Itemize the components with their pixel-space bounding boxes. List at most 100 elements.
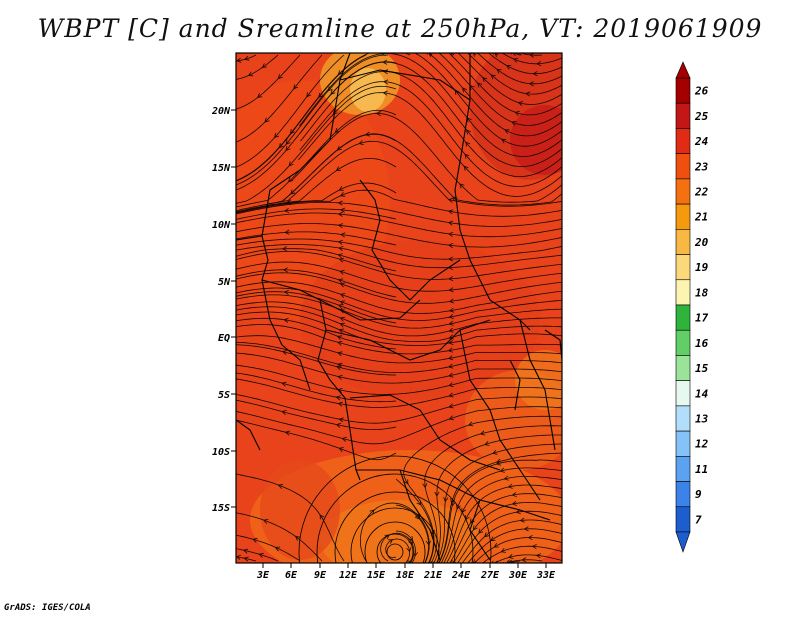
streamline-arrow <box>274 133 280 139</box>
streamline-arrow <box>484 441 490 446</box>
streamline <box>236 311 562 346</box>
streamline <box>433 434 562 563</box>
streamline-arrow <box>335 422 342 428</box>
streamline <box>519 53 543 56</box>
streamline <box>504 559 543 563</box>
streamline-arrow <box>529 53 535 58</box>
streamline <box>236 189 562 217</box>
streamline-arrow <box>337 351 343 357</box>
streamline-arrow <box>518 53 522 56</box>
streamline-arrow <box>506 65 512 70</box>
streamline-arrow <box>339 282 346 288</box>
map-title: WBPT [C] and Sreamline at 250hPa, VT: 20… <box>37 14 763 43</box>
lon-label: 27E <box>480 570 500 581</box>
colorbar-swatch <box>675 77 691 104</box>
streamline-arrow <box>341 436 347 442</box>
streamline-arrow <box>448 334 454 340</box>
streamline-arrow <box>376 111 382 117</box>
streamline-arrow <box>336 365 342 371</box>
streamline <box>236 317 397 350</box>
streamline <box>424 425 562 563</box>
streamline <box>236 157 397 213</box>
streamline-arrow <box>339 300 345 306</box>
colorbar-swatch <box>675 405 691 432</box>
colorbar-label: 9 <box>695 488 702 501</box>
lon-label: 6E <box>285 570 298 581</box>
streamline-arrow <box>337 362 343 368</box>
streamline <box>436 443 562 563</box>
streamline <box>236 54 301 110</box>
cyclone-rings <box>298 455 492 563</box>
streamline-arrow <box>338 447 344 452</box>
streamline-arrow <box>511 121 517 126</box>
streamline-arrow <box>288 177 294 183</box>
streamline-arrow <box>295 535 301 541</box>
lon-label: 12E <box>339 570 358 581</box>
streamline-arrow <box>450 501 456 507</box>
streamline <box>473 537 562 563</box>
streamline-arrow <box>447 220 454 226</box>
streamline <box>299 53 562 157</box>
credit-text: GrADS: IGES/COLA <box>4 603 91 613</box>
colorbar-label: 25 <box>694 110 709 123</box>
streamline <box>438 53 562 126</box>
streamline-arrow <box>335 166 342 172</box>
streamline-arrow <box>382 69 389 75</box>
colorbar-label: 11 <box>695 463 708 476</box>
streamline-arrow <box>448 415 454 421</box>
streamline <box>298 92 562 197</box>
colorbar-swatch <box>675 203 691 230</box>
colorbar-label: 7 <box>695 513 702 526</box>
colorbar-swatch <box>675 178 691 205</box>
streamline-arrow <box>447 347 454 353</box>
streamline-arrow <box>482 77 488 83</box>
streamline-arrow <box>277 484 284 489</box>
streamline-arrow <box>465 515 470 521</box>
streamline-arrow <box>330 89 336 95</box>
streamline-arrow <box>425 540 431 546</box>
lon-label: 9E <box>314 570 327 581</box>
streamline-arrow <box>285 200 291 206</box>
streamline-arrow <box>447 231 454 237</box>
colorbar-swatch <box>675 304 691 331</box>
streamline <box>236 301 562 337</box>
streamline <box>457 510 562 563</box>
streamline-arrow <box>491 560 494 563</box>
country-borders <box>236 53 562 561</box>
streamline <box>236 534 301 562</box>
streamline-arrow <box>281 246 288 252</box>
streamline-arrow <box>337 278 344 284</box>
streamline <box>236 223 562 248</box>
streamline-arrow <box>483 532 490 538</box>
streamline-arrow <box>337 253 343 259</box>
colorbar-label: 19 <box>695 261 709 274</box>
colorbar-label: 21 <box>694 211 708 224</box>
streamline-arrow <box>264 117 270 123</box>
streamline <box>236 294 562 329</box>
streamline <box>299 81 562 187</box>
streamline-arrow <box>406 547 412 553</box>
streamline-arrow <box>281 350 288 355</box>
streamline-arrow <box>448 392 454 398</box>
streamline <box>476 53 562 85</box>
streamline-arrow <box>281 410 287 415</box>
streamline-arrow <box>337 340 343 346</box>
streamline-arrow <box>448 339 454 345</box>
lon-label: 3E <box>256 570 270 581</box>
streamline-arrow <box>463 165 469 171</box>
streamline <box>473 53 477 56</box>
streamline-arrow <box>338 417 344 423</box>
streamline <box>438 459 562 563</box>
streamline-arrow <box>448 287 454 293</box>
streamline <box>236 512 323 562</box>
streamline <box>236 54 279 80</box>
streamline <box>452 501 562 563</box>
streamline-arrow <box>340 232 346 238</box>
streamline <box>236 281 562 314</box>
streamline-arrow <box>477 82 483 88</box>
streamline-arrow <box>358 140 364 145</box>
streamline-arrow <box>252 537 258 543</box>
lon-label: 24E <box>451 570 471 581</box>
streamline-arrow <box>236 57 242 63</box>
streamline-arrow <box>281 381 287 387</box>
